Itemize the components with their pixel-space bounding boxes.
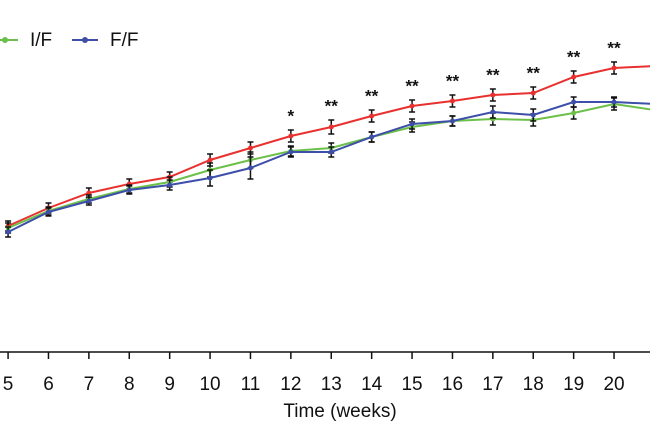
- data-point: [247, 145, 253, 151]
- x-tick-label: 7: [84, 374, 95, 395]
- data-point: [571, 110, 577, 116]
- x-axis-label: Time (weeks): [283, 401, 396, 422]
- data-point: [369, 134, 375, 140]
- data-point: [5, 229, 11, 235]
- data-point: [328, 124, 334, 130]
- x-tick-label: 10: [199, 374, 220, 395]
- data-point: [369, 113, 375, 119]
- x-tick-label: 20: [603, 374, 624, 395]
- data-point: [288, 149, 294, 155]
- series-line: [7, 101, 650, 233]
- series-line: [7, 102, 650, 229]
- data-point: [207, 157, 213, 163]
- x-tick-label: 6: [43, 374, 54, 395]
- significance-mark: **: [527, 63, 541, 82]
- data-point: [530, 90, 536, 96]
- x-tick-label: 17: [482, 374, 503, 395]
- data-point: [611, 99, 617, 105]
- significance-mark: *: [288, 106, 295, 125]
- series-line: [7, 65, 650, 227]
- x-tick-label: 19: [563, 374, 584, 395]
- significance-mark: **: [325, 96, 339, 115]
- data-point: [571, 99, 577, 105]
- significance-mark: **: [486, 65, 500, 84]
- x-tick-label: 13: [321, 374, 342, 395]
- x-tick-label: 16: [442, 374, 463, 395]
- legend-label: I/F: [30, 30, 52, 51]
- x-tick-label: 18: [523, 374, 544, 395]
- x-tick-label: 15: [401, 374, 422, 395]
- data-point: [247, 165, 253, 171]
- legend-marker: [2, 37, 8, 43]
- data-point: [86, 198, 92, 204]
- x-tick-label: 8: [124, 374, 135, 395]
- data-point: [409, 121, 415, 127]
- legend-marker: [82, 37, 88, 43]
- data-point: [45, 209, 51, 215]
- data-point: [167, 182, 173, 188]
- significance-mark: **: [567, 47, 581, 66]
- data-point: [449, 118, 455, 124]
- data-point: [288, 133, 294, 139]
- significance-mark: **: [607, 38, 621, 57]
- data-point: [207, 175, 213, 181]
- x-tick-label: 9: [164, 374, 175, 395]
- x-tick-label: 12: [280, 374, 301, 395]
- x-tick-label: 14: [361, 374, 383, 395]
- x-tick-label: 11: [241, 374, 261, 395]
- data-point: [409, 103, 415, 109]
- data-point: [530, 112, 536, 118]
- data-point: [490, 109, 496, 115]
- significance-mark: **: [405, 76, 419, 95]
- significance-mark: **: [365, 86, 379, 105]
- data-point: [571, 74, 577, 80]
- data-point: [126, 187, 132, 193]
- data-point: [449, 98, 455, 104]
- significance-mark: **: [446, 71, 460, 90]
- data-point: [490, 92, 496, 98]
- x-tick-label: 5: [3, 374, 14, 395]
- legend-label: F/F: [110, 30, 139, 51]
- data-point: [328, 149, 334, 155]
- data-point: [611, 65, 617, 71]
- plot-area: 5 6 7 8 9 10 11 12 13 14 15 16 17 18 19 20******* ** ** **…: [0, 38, 650, 395]
